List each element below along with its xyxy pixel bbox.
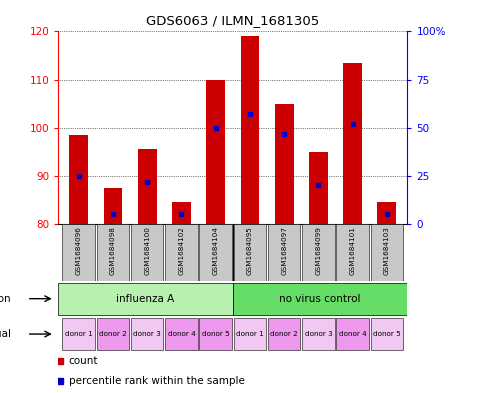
Bar (199, 318, 231, 350)
Bar (131, 318, 163, 350)
Bar (336, 224, 368, 281)
Text: GSM1684100: GSM1684100 (144, 226, 150, 275)
Bar (62, 318, 95, 350)
Bar (96, 318, 129, 350)
Bar (69, 135, 88, 224)
Bar (302, 318, 334, 350)
Text: donor 5: donor 5 (201, 331, 229, 337)
Bar (233, 224, 266, 281)
Bar (199, 224, 231, 281)
Bar (232, 283, 407, 314)
Text: donor 2: donor 2 (99, 331, 127, 337)
Text: GSM1684095: GSM1684095 (246, 226, 252, 275)
Text: donor 3: donor 3 (304, 331, 332, 337)
Text: GSM1684101: GSM1684101 (349, 226, 355, 275)
Text: GSM1684097: GSM1684097 (281, 226, 287, 275)
Bar (274, 104, 293, 224)
Text: donor 1: donor 1 (236, 331, 263, 337)
Bar (267, 224, 300, 281)
Text: donor 4: donor 4 (338, 331, 366, 337)
Bar (240, 36, 259, 224)
Text: GSM1684103: GSM1684103 (383, 226, 389, 275)
Bar (206, 79, 225, 224)
Bar (308, 152, 327, 224)
Bar (165, 318, 197, 350)
Bar (233, 318, 266, 350)
Bar (165, 224, 197, 281)
Bar (62, 224, 95, 281)
Text: percentile rank within the sample: percentile rank within the sample (69, 376, 244, 386)
Text: infection: infection (0, 294, 11, 304)
Bar (96, 224, 129, 281)
Bar (336, 318, 368, 350)
Text: GSM1684098: GSM1684098 (110, 226, 116, 275)
Text: GSM1684096: GSM1684096 (76, 226, 82, 275)
Bar (377, 202, 395, 224)
Text: GSM1684099: GSM1684099 (315, 226, 321, 275)
Bar (131, 224, 163, 281)
Bar (104, 188, 122, 224)
Text: donor 1: donor 1 (65, 331, 92, 337)
Bar (302, 224, 334, 281)
Bar (58, 283, 232, 314)
Title: GDS6063 / ILMN_1681305: GDS6063 / ILMN_1681305 (146, 15, 319, 28)
Bar (137, 149, 156, 224)
Text: donor 5: donor 5 (372, 331, 400, 337)
Bar (267, 318, 300, 350)
Text: donor 2: donor 2 (270, 331, 297, 337)
Text: GSM1684104: GSM1684104 (212, 226, 218, 275)
Text: GSM1684102: GSM1684102 (178, 226, 184, 275)
Text: individual: individual (0, 329, 11, 339)
Text: donor 4: donor 4 (167, 331, 195, 337)
Bar (370, 224, 402, 281)
Text: influenza A: influenza A (116, 294, 174, 304)
Text: count: count (69, 356, 98, 367)
Bar (370, 318, 402, 350)
Text: no virus control: no virus control (279, 294, 360, 304)
Bar (172, 202, 191, 224)
Bar (343, 63, 361, 224)
Text: donor 3: donor 3 (133, 331, 161, 337)
